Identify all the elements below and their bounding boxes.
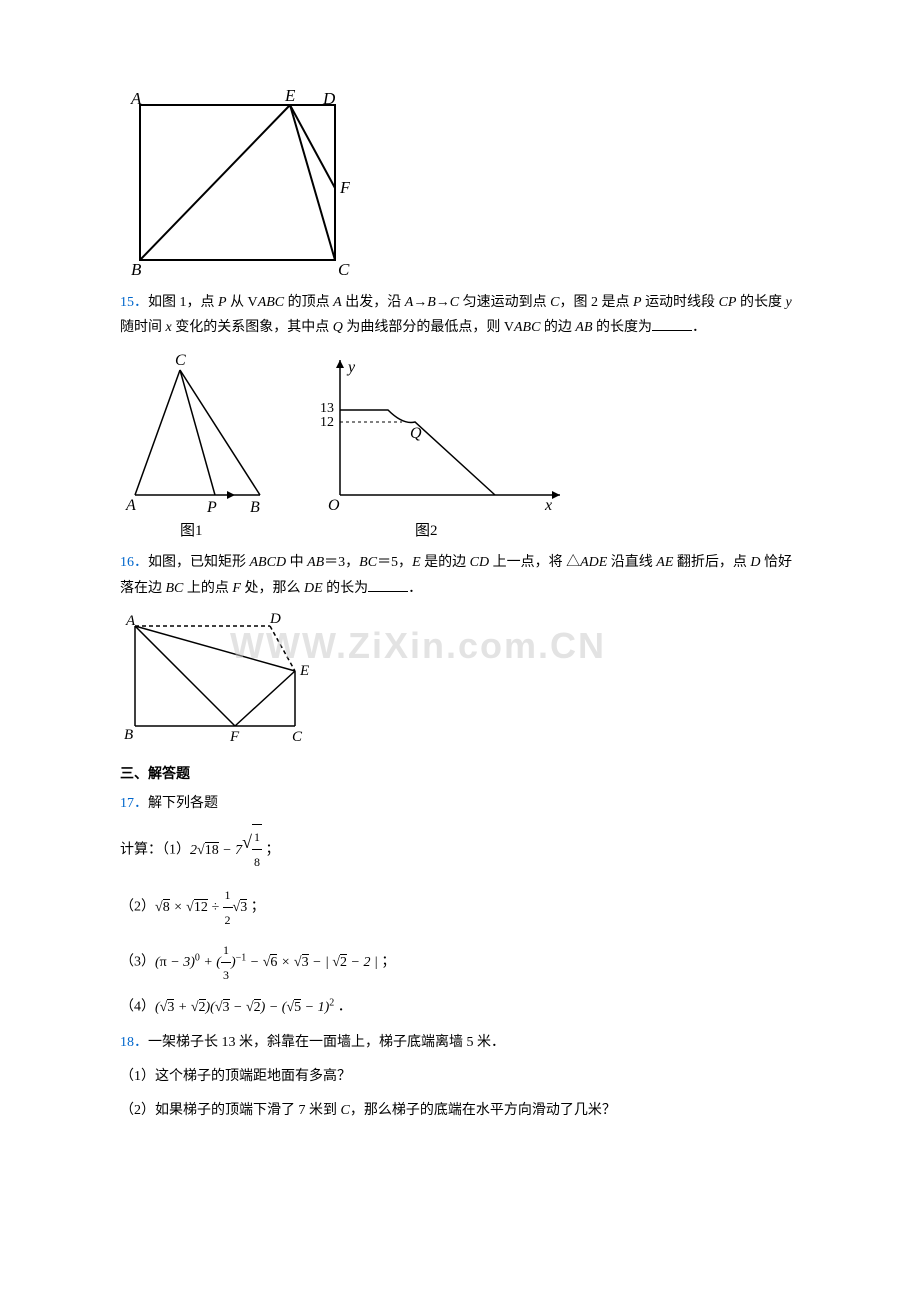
q18-part2: （2）如果梯子的顶端下滑了 7 米到 C，那么梯子的底端在水平方向滑动了几米？ bbox=[120, 1097, 800, 1125]
svg-text:y: y bbox=[346, 359, 356, 376]
svg-text:图2: 图2 bbox=[415, 522, 438, 539]
q17-part2: （2）√8 × √12 ÷ 12√3 ； bbox=[120, 883, 800, 932]
svg-text:P: P bbox=[206, 499, 217, 516]
q17-part3: （3）(π − 3)0 + (13)−1 − √6 × √3 − | √2 − … bbox=[120, 938, 800, 987]
q15-figures: C A P B 图1 y 13 12 Q O x 图2 bbox=[120, 350, 800, 540]
svg-text:C: C bbox=[175, 352, 186, 369]
svg-text:C: C bbox=[292, 729, 303, 745]
graph-diagram-svg: y 13 12 Q O x 图2 bbox=[310, 350, 570, 540]
svg-text:13: 13 bbox=[320, 401, 334, 416]
formula-2: √8 × √12 ÷ 12√3 bbox=[155, 900, 247, 915]
blank-line bbox=[368, 577, 408, 592]
formula-1: 2√18 − 7√18 bbox=[190, 843, 262, 858]
rectangle-diagram-svg: A E D F B C bbox=[120, 90, 350, 275]
formula-4: (√3 + √2)(√3 − √2) − (√5 − 1)2 bbox=[155, 1000, 334, 1015]
q14-figure: A E D F B C bbox=[120, 90, 800, 280]
question-number: 17． bbox=[120, 796, 148, 811]
svg-text:D: D bbox=[269, 611, 281, 627]
svg-text:E: E bbox=[299, 663, 309, 679]
q16-figure: A D E B F C bbox=[120, 611, 800, 751]
svg-text:B: B bbox=[131, 260, 142, 275]
question-number: 15． bbox=[120, 295, 148, 310]
q17-part4: （4）(√3 + √2)(√3 − √2) − (√5 − 1)2 ． bbox=[120, 993, 800, 1022]
svg-text:12: 12 bbox=[320, 415, 334, 430]
svg-text:E: E bbox=[284, 90, 296, 105]
svg-text:D: D bbox=[322, 90, 336, 108]
svg-text:F: F bbox=[339, 178, 350, 197]
blank-line bbox=[652, 316, 692, 331]
svg-text:B: B bbox=[124, 727, 133, 743]
formula-3: (π − 3)0 + (13)−1 − √6 × √3 − | √2 − 2 | bbox=[155, 955, 378, 970]
question-16: 16．如图，已知矩形 ABCD 中 AB＝3，BC＝5，E 是的边 CD 上一点… bbox=[120, 550, 800, 600]
svg-text:O: O bbox=[328, 497, 340, 514]
svg-text:Q: Q bbox=[410, 425, 422, 442]
svg-text:A: A bbox=[125, 613, 136, 629]
svg-text:C: C bbox=[338, 260, 350, 275]
triangle-diagram-svg: C A P B 图1 bbox=[120, 350, 290, 540]
q17-part1: 计算：（1）2√18 − 7√18 ； bbox=[120, 824, 800, 877]
question-17: 17．解下列各题 bbox=[120, 791, 800, 816]
question-number: 16． bbox=[120, 555, 148, 570]
svg-text:A: A bbox=[130, 90, 142, 108]
question-number: 18． bbox=[120, 1035, 148, 1050]
fold-diagram-svg: A D E B F C bbox=[120, 611, 310, 746]
svg-text:B: B bbox=[250, 499, 260, 516]
question-15: 15．如图 1，点 P 从 VABC 的顶点 A 出发，沿 A→B→C 匀速运动… bbox=[120, 290, 800, 340]
svg-text:图1: 图1 bbox=[180, 522, 203, 539]
svg-text:A: A bbox=[125, 497, 136, 514]
q18-part1: （1）这个梯子的顶端距地面有多高？ bbox=[120, 1063, 800, 1091]
svg-text:x: x bbox=[544, 497, 552, 514]
question-18: 18．一架梯子长 13 米，斜靠在一面墙上，梯子底端离墙 5 米． bbox=[120, 1030, 800, 1055]
svg-text:F: F bbox=[229, 729, 240, 745]
section-3-header: 三、解答题 bbox=[120, 763, 800, 783]
